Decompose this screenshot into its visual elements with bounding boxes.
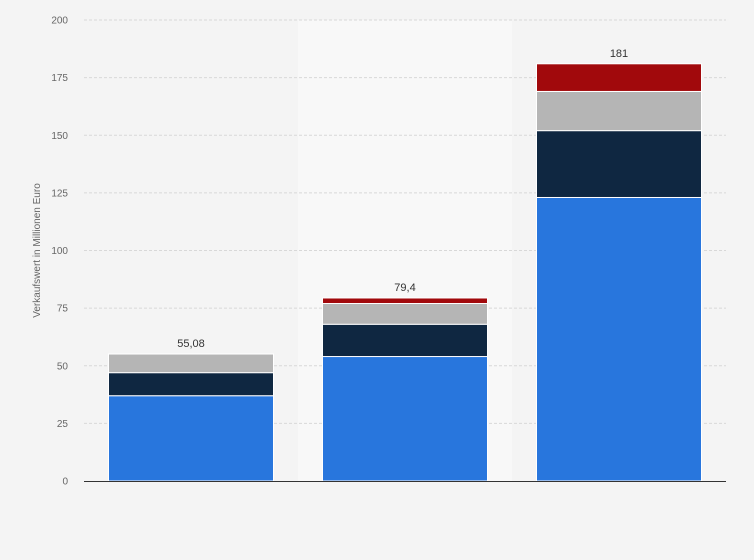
bar-segment[interactable] — [322, 323, 488, 358]
bar-segment[interactable] — [108, 395, 274, 482]
bar-segment[interactable] — [322, 303, 488, 325]
y-tick-label: 50 — [57, 361, 69, 372]
y-tick-label: 200 — [51, 16, 68, 27]
total-data-label: 181 — [610, 48, 628, 60]
y-tick-label: 150 — [51, 131, 68, 142]
bar-segment[interactable] — [536, 90, 702, 132]
y-tick-label: 125 — [51, 188, 68, 199]
total-data-label: 79,4 — [394, 282, 415, 294]
bar-segment[interactable] — [536, 130, 702, 198]
y-tick-label: 0 — [62, 477, 68, 488]
bar-segment[interactable] — [536, 196, 702, 482]
total-labels: 55,08 79,4 181 — [177, 48, 628, 350]
bar-segment[interactable] — [108, 353, 274, 374]
bars — [108, 63, 702, 482]
y-tick-label: 100 — [51, 246, 68, 257]
y-tick-label: 75 — [57, 304, 69, 315]
y-tick-label: 25 — [57, 419, 69, 430]
total-data-label: 55,08 — [177, 338, 205, 350]
y-axis-label: Verkaufswert in Millionen Euro — [32, 183, 43, 318]
bar-segment[interactable] — [322, 297, 488, 305]
bar-segment[interactable] — [536, 63, 702, 92]
y-axis-ticks: 0 25 50 75 100 125 150 175 200 — [51, 16, 68, 488]
bar-segment[interactable] — [108, 372, 274, 397]
bar-segment[interactable] — [322, 356, 488, 482]
y-tick-label: 175 — [51, 73, 68, 84]
